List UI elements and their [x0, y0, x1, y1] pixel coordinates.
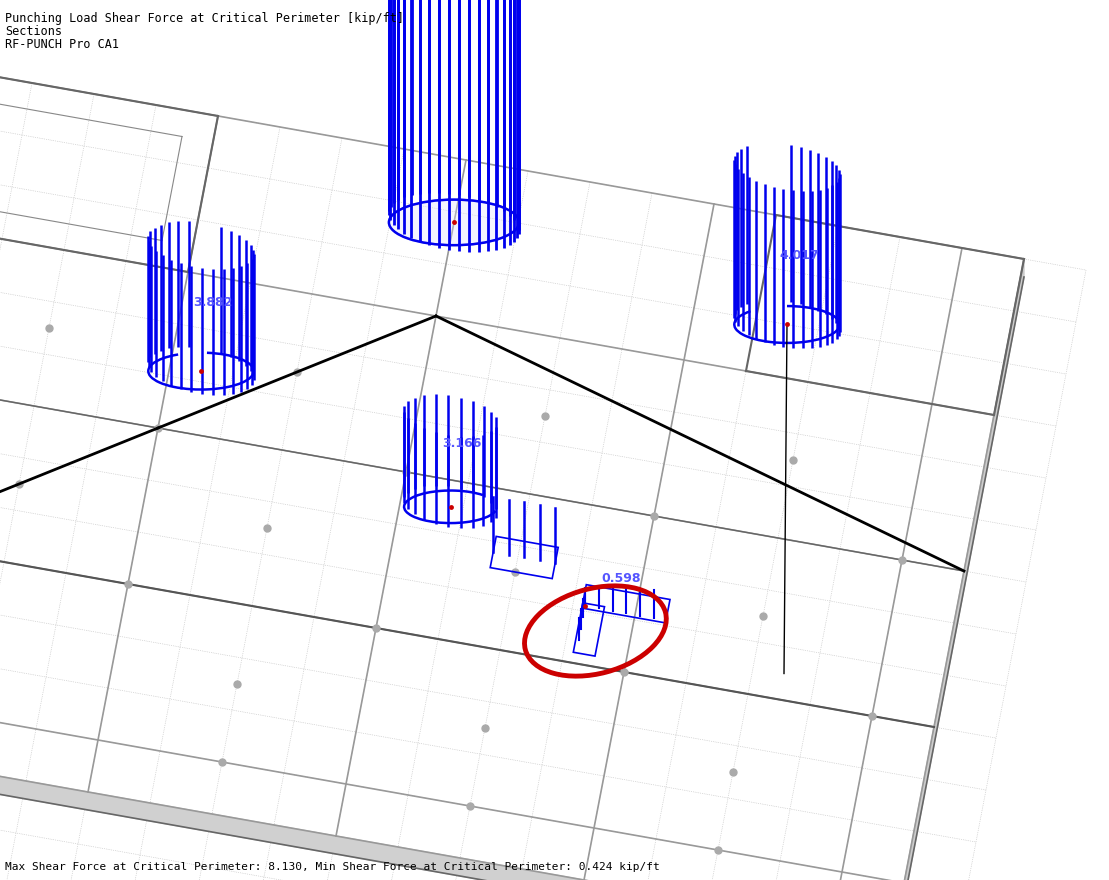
Polygon shape [894, 259, 1024, 880]
Text: 3.166: 3.166 [441, 436, 481, 450]
Text: Punching Load Shear Force at Critical Perimeter [kip/ft]: Punching Load Shear Force at Critical Pe… [6, 12, 404, 25]
Text: 0.598: 0.598 [602, 573, 641, 585]
Text: RF-PUNCH Pro CA1: RF-PUNCH Pro CA1 [6, 38, 119, 51]
Ellipse shape [389, 200, 519, 246]
Text: Sections: Sections [6, 25, 62, 38]
Text: 3.882: 3.882 [193, 296, 233, 309]
Text: 4.017: 4.017 [780, 249, 818, 262]
Text: Max Shear Force at Critical Perimeter: 8.130, Min Shear Force at Critical Perime: Max Shear Force at Critical Perimeter: 8… [6, 862, 660, 872]
Polygon shape [0, 748, 894, 880]
